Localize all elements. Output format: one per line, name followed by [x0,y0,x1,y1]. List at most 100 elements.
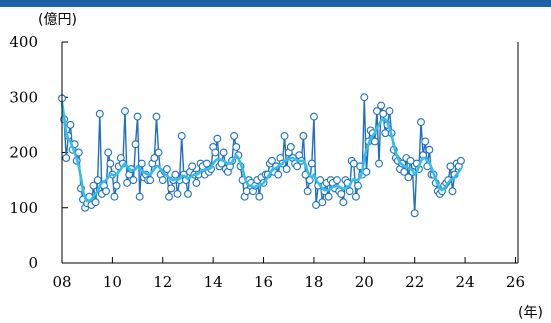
x-tick-label: 12 [153,273,172,291]
data-point [158,176,167,185]
data-point [152,112,161,121]
axes [61,42,519,264]
data-point [177,131,186,140]
data-point [337,189,346,198]
data-point [150,154,159,162]
data-point [404,173,413,182]
series-line [60,102,463,203]
data-point [303,187,312,196]
series-0 [58,93,465,218]
y-tick-label: 0 [28,254,38,272]
data-point [299,131,308,140]
data-point [410,209,419,218]
x-axis-unit-label: (年) [518,305,543,321]
data-point [417,118,425,127]
data-point [274,170,283,179]
data-point [400,167,409,176]
data-point [112,181,121,190]
y-tick-label: 200 [9,144,38,162]
data-point [104,148,113,157]
data-point [349,159,358,168]
data-point [318,198,327,207]
top-accent-bar [0,0,551,7]
series-1 [60,102,463,203]
data-point [379,109,388,118]
series-layer [58,93,465,218]
data-point [354,181,362,190]
data-point [62,154,71,162]
data-point [324,192,333,201]
data-point [106,159,115,168]
data-point [219,148,228,157]
data-point [307,159,316,168]
x-tick-label: 20 [355,273,374,291]
data-point [165,192,174,201]
x-tick-label: 10 [103,273,122,291]
data-point [267,156,276,165]
data-point [213,134,222,143]
data-point [446,162,455,171]
data-point [167,184,176,193]
data-point [345,187,354,196]
data-point [232,143,241,151]
data-point [351,192,360,201]
data-point [377,101,386,110]
data-point [102,187,111,196]
data-point [372,107,381,116]
data-point [202,159,211,168]
data-point [362,167,371,176]
data-point [406,156,415,165]
x-tick-label: 24 [456,273,475,291]
data-point [333,176,341,185]
y-axis-unit-label: (億円) [38,12,77,28]
data-point [385,107,394,116]
data-point [309,112,318,121]
x-tick-label: 18 [304,273,323,291]
x-tick-label: 08 [52,273,71,291]
data-point [230,131,239,140]
data-point [425,145,434,154]
data-point [135,192,144,201]
y-axis-ticks: 0 100 200 300 400 [9,33,68,272]
y-tick-label: 300 [9,88,38,106]
x-axis-ticks: 08 10 12 14 16 18 20 22 24 26 [52,257,525,291]
data-point [293,162,302,171]
data-point [192,178,201,187]
data-point [211,148,220,157]
y-tick-label: 100 [9,199,38,217]
data-point [121,107,129,116]
x-tick-label: 14 [204,273,223,291]
data-point [131,140,140,149]
x-tick-label: 16 [254,273,273,291]
data-point [110,192,119,201]
data-point [312,201,320,209]
data-point [360,93,369,102]
data-point [173,189,182,198]
data-point [370,137,379,146]
data-point [339,198,348,207]
data-point [154,148,163,157]
data-point [280,131,289,140]
data-point [95,109,104,118]
data-point [133,112,142,121]
data-point [375,159,383,168]
data-point [66,120,75,129]
data-point [89,181,98,190]
data-point [91,198,100,207]
data-point [255,192,264,201]
data-point [163,165,171,174]
data-point [184,189,192,198]
data-point [286,143,295,151]
data-point [146,176,155,185]
data-point [421,137,430,146]
data-point [448,187,457,196]
y-tick-label: 400 [9,33,38,51]
data-point [129,176,138,185]
data-point [456,156,465,165]
x-tick-label: 22 [405,273,424,291]
data-point [137,159,146,168]
data-point [123,178,132,187]
data-point [93,176,102,185]
data-point [282,165,291,174]
